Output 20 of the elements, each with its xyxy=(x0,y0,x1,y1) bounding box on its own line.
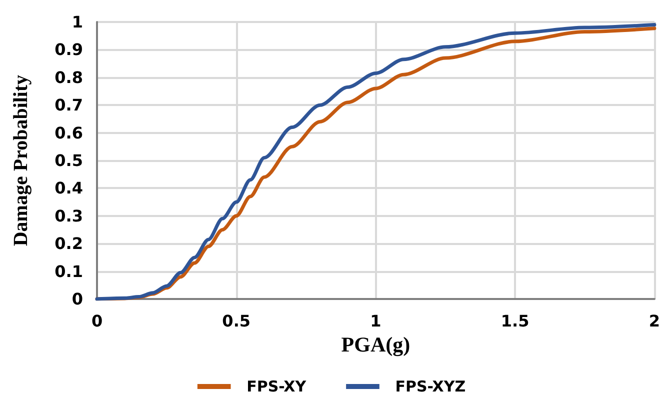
y-tick-label: 0.5 xyxy=(54,151,83,170)
x-tick-label: 0.5 xyxy=(222,312,251,330)
y-tick-label: 0.9 xyxy=(54,40,83,60)
x-tick-label: 0 xyxy=(91,312,103,330)
y-tick-label: 0.8 xyxy=(54,68,83,87)
y-tick-label: 0.4 xyxy=(54,178,83,198)
y-tick-label: 0.1 xyxy=(54,262,83,281)
y-tick-label: 0 xyxy=(72,290,83,308)
legend-label: FPS-XY xyxy=(246,378,308,396)
y-tick-label: 0.3 xyxy=(54,206,83,226)
x-tick-label: 2 xyxy=(648,312,660,330)
x-axis-title: PGA(g) xyxy=(341,332,410,356)
x-tick-label: 1 xyxy=(370,312,382,330)
y-tick-label: 0.6 xyxy=(54,123,83,142)
y-tick-label: 0.7 xyxy=(54,96,83,115)
legend-label: FPS-XYZ xyxy=(395,378,466,396)
y-axis-title: Damage Probability xyxy=(10,74,32,246)
y-tick-label: 0.2 xyxy=(54,234,83,254)
y-tick-label: 1 xyxy=(72,12,83,32)
x-tick-label: 1.5 xyxy=(500,312,530,330)
